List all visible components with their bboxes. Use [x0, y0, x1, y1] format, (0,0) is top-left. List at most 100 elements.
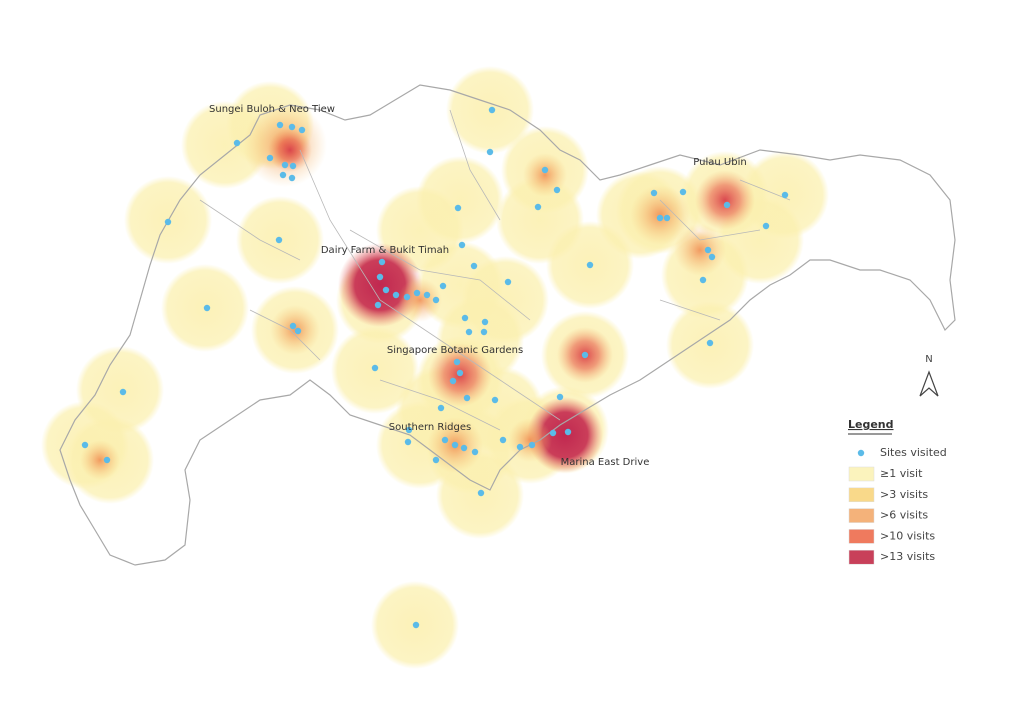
place-label: Marina East Drive — [561, 457, 650, 468]
site-point — [403, 293, 411, 301]
heat-hotspot — [398, 278, 442, 322]
site-point — [762, 222, 770, 230]
site-point — [437, 404, 445, 412]
site-point — [708, 253, 716, 261]
site-point — [432, 456, 440, 464]
site-point — [382, 286, 390, 294]
legend-label: >3 visits — [880, 488, 928, 501]
site-point — [781, 191, 789, 199]
legend-swatch — [848, 466, 875, 482]
site-point — [516, 443, 524, 451]
legend-label: Sites visited — [880, 446, 947, 459]
site-point — [480, 328, 488, 336]
site-point — [164, 218, 172, 226]
site-point — [534, 203, 542, 211]
site-point — [374, 301, 382, 309]
legend-point — [857, 449, 865, 457]
site-point — [119, 388, 127, 396]
site-point — [463, 394, 471, 402]
site-point — [289, 162, 297, 170]
heat-hotspot — [268, 128, 312, 172]
site-point — [441, 436, 449, 444]
site-point — [378, 258, 386, 266]
site-point — [699, 276, 707, 284]
legend: Legend Sites visited ≥1 visit >3 visits >6 … — [848, 418, 947, 565]
place-label: Southern Ridges — [389, 422, 471, 433]
place-label: Dairy Farm & Bukit Timah — [321, 245, 449, 256]
legend-label: >10 visits — [880, 529, 935, 542]
site-point — [392, 291, 400, 299]
heat-hotspot — [674, 224, 726, 276]
legend-label: >6 visits — [880, 509, 928, 522]
site-point — [704, 246, 712, 254]
place-label: Singapore Botanic Gardens — [387, 345, 523, 356]
heat-hotspot — [695, 170, 755, 230]
site-point — [663, 214, 671, 222]
coastline — [59, 84, 956, 566]
site-point — [460, 444, 468, 452]
north-arrow-shape — [919, 370, 939, 397]
site-point — [528, 441, 536, 449]
site-point — [470, 262, 478, 270]
legend-swatch — [848, 487, 875, 503]
site-point — [275, 236, 283, 244]
north-arrow: N — [919, 354, 939, 397]
site-point — [723, 201, 731, 209]
site-point — [456, 369, 464, 377]
site-point — [233, 139, 241, 147]
legend-title: Legend — [848, 418, 894, 431]
site-point — [453, 358, 461, 366]
site-point — [504, 278, 512, 286]
site-point — [471, 448, 479, 456]
site-point — [458, 241, 466, 249]
place-labels: Sungei Buloh & Neo Tiew Dairy Farm & Buki… — [209, 104, 747, 468]
site-point — [404, 438, 412, 446]
site-point — [586, 261, 594, 269]
heat-hotspot — [523, 153, 567, 197]
heat-zone — [181, 101, 269, 189]
legend-label: ≥1 visit — [880, 467, 923, 480]
site-point — [371, 364, 379, 372]
site-point — [553, 186, 561, 194]
site-point — [432, 296, 440, 304]
site-point — [405, 426, 413, 434]
heat-hotspot — [80, 440, 120, 480]
site-point — [541, 166, 549, 174]
site-point — [556, 393, 564, 401]
site-point — [294, 327, 302, 335]
site-point — [564, 428, 572, 436]
legend-label: >13 visits — [880, 550, 935, 563]
site-point — [279, 171, 287, 179]
site-point — [679, 188, 687, 196]
site-point — [581, 351, 589, 359]
site-point — [650, 189, 658, 197]
roads — [199, 109, 791, 431]
site-points — [81, 106, 789, 629]
site-point — [266, 154, 274, 162]
legend-swatch — [848, 529, 875, 544]
site-point — [549, 429, 557, 437]
site-point — [376, 273, 384, 281]
site-point — [491, 396, 499, 404]
site-point — [454, 204, 462, 212]
site-point — [481, 318, 489, 326]
site-point — [288, 174, 296, 182]
site-point — [203, 304, 211, 312]
site-point — [488, 106, 496, 114]
place-label: Pulau Ubin — [693, 157, 746, 168]
site-point — [103, 456, 111, 464]
heat-zone — [496, 176, 584, 264]
site-point — [706, 339, 714, 347]
site-point — [465, 328, 473, 336]
site-point — [298, 126, 306, 134]
site-point — [276, 121, 284, 129]
site-point — [461, 314, 469, 322]
site-point — [449, 377, 457, 385]
north-label: N — [925, 354, 932, 365]
site-point — [656, 214, 664, 222]
site-point — [499, 436, 507, 444]
site-point — [439, 282, 447, 290]
site-point — [412, 621, 420, 629]
site-point — [81, 441, 89, 449]
site-point — [423, 291, 431, 299]
